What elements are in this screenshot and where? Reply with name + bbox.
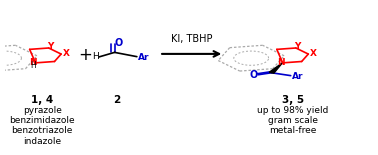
Text: 1, 4: 1, 4: [31, 95, 53, 105]
Text: benzotriazole: benzotriazole: [11, 126, 73, 135]
Text: Ar: Ar: [293, 72, 304, 81]
Text: H: H: [92, 52, 99, 61]
Text: Ar: Ar: [138, 53, 149, 62]
Text: +: +: [78, 46, 92, 64]
Text: O: O: [249, 70, 258, 80]
Text: benzimidazole: benzimidazole: [9, 116, 75, 125]
Text: pyrazole: pyrazole: [23, 106, 62, 115]
Text: metal-free: metal-free: [269, 126, 317, 135]
Text: KI, TBHP: KI, TBHP: [171, 34, 212, 44]
Text: N: N: [277, 58, 285, 67]
Text: X: X: [62, 49, 70, 58]
Text: gram scale: gram scale: [268, 116, 318, 125]
Text: Y: Y: [47, 42, 54, 51]
Text: 2: 2: [113, 95, 120, 105]
Text: indazole: indazole: [23, 137, 61, 146]
Text: N: N: [29, 58, 36, 67]
Polygon shape: [269, 63, 282, 73]
Text: O: O: [114, 38, 122, 48]
Text: 3, 5: 3, 5: [282, 95, 304, 105]
Text: up to 98% yield: up to 98% yield: [257, 106, 328, 115]
Text: Y: Y: [294, 42, 301, 51]
Text: X: X: [310, 49, 317, 58]
Text: H: H: [30, 61, 36, 70]
